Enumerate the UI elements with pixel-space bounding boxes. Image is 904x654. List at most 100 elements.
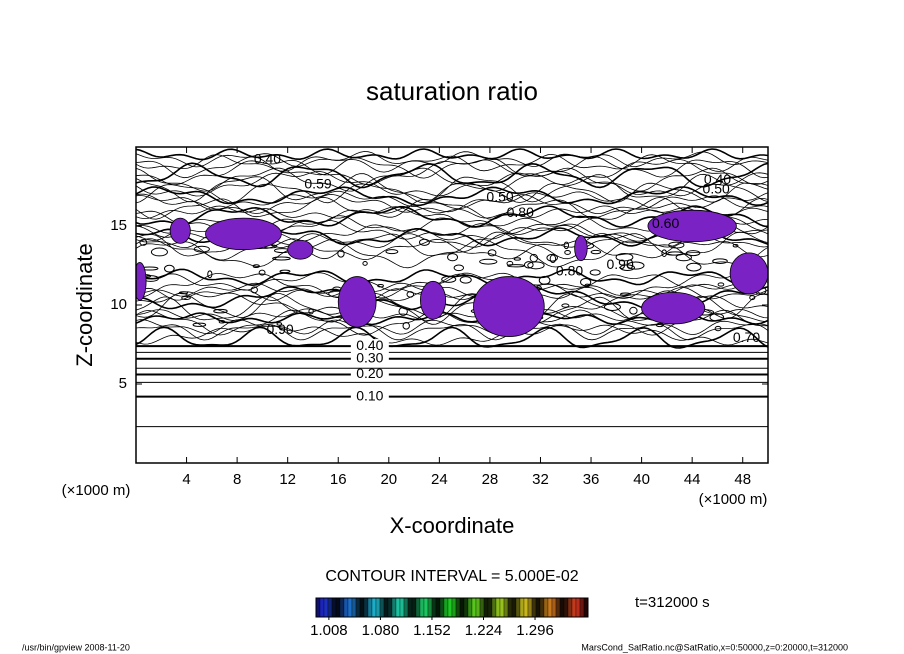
contour-label-bg (350, 389, 389, 404)
contour-blob (629, 306, 638, 315)
colorbar-stripe (323, 597, 329, 618)
contour-blob (513, 257, 522, 261)
supersaturated-region (287, 239, 314, 260)
contour-label: 0.50 (486, 188, 513, 204)
contour-blob (406, 291, 415, 298)
contour-blob (139, 238, 148, 246)
contour-blob (709, 313, 725, 322)
contour-blob (250, 286, 258, 294)
colorbar-stripe (447, 597, 453, 618)
contour-label: 0.60 (652, 215, 679, 231)
colorbar-stripe (503, 597, 509, 618)
colorbar-stripe (535, 597, 541, 618)
colorbar-stripe (495, 597, 501, 618)
contour-label: 0.90 (606, 256, 633, 272)
colorbar-stripe (443, 597, 449, 618)
contour-blob (272, 256, 291, 261)
colorbar-stripe (463, 597, 469, 618)
supersaturated-region (419, 280, 447, 320)
x-tick-label: 12 (279, 471, 296, 488)
colorbar-tick-label: 1.008 (310, 622, 348, 639)
contour-blob (193, 245, 210, 253)
contour-line (136, 182, 768, 204)
contour-blob (527, 261, 545, 270)
x-tick-label: 32 (532, 471, 549, 488)
colorbar-stripe (515, 597, 521, 618)
contour-blob (549, 254, 557, 264)
contour-line (136, 186, 768, 207)
colorbar-stripe (583, 597, 589, 618)
x-tick-label: 24 (431, 471, 448, 488)
contour-blob (714, 325, 722, 332)
contour-blob (279, 269, 291, 274)
x-tick-label: 20 (380, 471, 397, 488)
contour-blob (441, 275, 457, 283)
colorbar-stripe (487, 597, 493, 618)
contour-line (136, 268, 768, 287)
contour-blob (453, 264, 465, 272)
colorbar-stripe (391, 597, 397, 618)
contour-blob (181, 295, 191, 301)
colorbar-stripe (379, 597, 385, 618)
contour-label: 0.50 (703, 180, 730, 196)
contour-blob (675, 253, 692, 262)
colorbar-frame (315, 597, 589, 618)
x-tick-label: 28 (482, 471, 499, 488)
contour-blob (615, 252, 634, 262)
contour-blob (749, 295, 756, 301)
contour-line (136, 319, 768, 336)
colorbar-stripe (367, 597, 373, 618)
chart-title: saturation ratio (366, 76, 538, 106)
contour-blob (732, 243, 739, 248)
contour-blob (213, 308, 228, 314)
supersaturated-region (205, 217, 282, 251)
y-axis-label: Z-coordinate (72, 243, 97, 367)
colorbar-stripe (575, 597, 581, 618)
colorbar-stripe (475, 597, 481, 618)
contour-label: 0.30 (356, 349, 383, 365)
contour-blob (590, 249, 602, 255)
contour-line (136, 173, 768, 203)
contour-blob (479, 258, 498, 265)
colorbar-stripe (435, 597, 441, 618)
supersaturated-region (574, 235, 588, 262)
contour-blob (276, 322, 283, 326)
contour-blob (661, 249, 668, 257)
colorbar-stripe (563, 597, 569, 618)
contour-line (136, 326, 768, 349)
contour-blob (619, 292, 631, 296)
time-label: t=312000 s (635, 594, 710, 611)
contour-blob (523, 261, 534, 269)
colorbar-stripe (507, 597, 513, 618)
contour-line (136, 272, 768, 299)
contour-label: 0.40 (356, 337, 383, 353)
colorbar-stripe (383, 597, 389, 618)
colorbar-stripe (419, 597, 425, 618)
contour-blob (398, 306, 408, 316)
contour-blob (506, 260, 514, 266)
colorbar-stripe (531, 597, 537, 618)
supersaturated-region (337, 276, 377, 328)
colorbar-stripe (315, 597, 321, 618)
colorbar-stripe (471, 597, 477, 618)
x-unit-label: (×1000 m) (699, 491, 768, 508)
contour-line (136, 148, 768, 161)
contour-blob (717, 282, 725, 287)
contour-blob (377, 284, 384, 288)
contour-line (136, 159, 768, 186)
supersaturated-region (136, 261, 147, 301)
colorbar-stripe (451, 597, 457, 618)
contour-label: 0.70 (733, 329, 760, 345)
colorbar-stripe (343, 597, 349, 618)
colorbar-stripe (431, 597, 437, 618)
contour-line (136, 167, 768, 192)
colorbar-stripe (359, 597, 365, 618)
contour-blob (712, 258, 728, 264)
contour-label: 0.80 (556, 263, 583, 279)
contour-line (136, 238, 768, 261)
contour-label: 0.40 (704, 171, 731, 187)
contour-blob (487, 249, 497, 257)
x-tick-label: 48 (734, 471, 751, 488)
x-tick-label: 8 (233, 471, 241, 488)
